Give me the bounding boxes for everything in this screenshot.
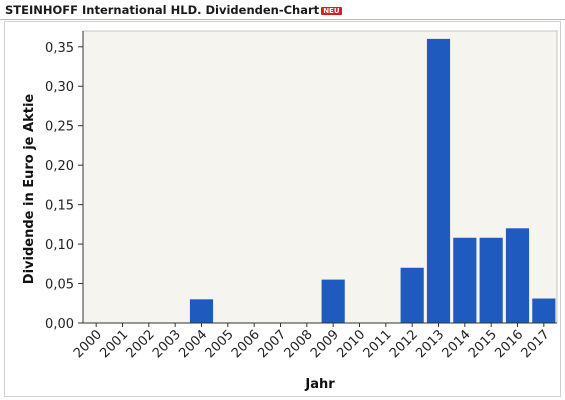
bar-2009 <box>321 279 345 323</box>
bar-2015 <box>479 237 503 323</box>
x-axis-title: Jahr <box>304 377 335 392</box>
x-tick-label: 2001 <box>97 327 131 361</box>
x-tick-label: 2004 <box>176 327 210 361</box>
y-tick-label: 0,20 <box>45 159 74 174</box>
bar-2017 <box>532 298 556 323</box>
bar-2016 <box>505 228 530 323</box>
x-tick-label: 2016 <box>492 327 526 361</box>
y-tick-label: 0,35 <box>45 41 74 56</box>
x-tick-label: 2014 <box>440 327 474 361</box>
x-tick-label: 2010 <box>334 327 368 361</box>
y-axis-title: Dividende in Euro je Aktie <box>22 94 37 285</box>
y-tick-label: 0,25 <box>45 120 74 135</box>
x-axis-ticks: 2000200120022003200420052006200720082009… <box>71 323 553 361</box>
y-tick-label: 0,10 <box>45 238 74 253</box>
y-axis-ticks: 0,00 0,05 0,10 0,15 0,20 0,25 0,30 0,35 <box>45 41 83 332</box>
y-tick-label: 0,05 <box>45 278 74 293</box>
bars <box>189 38 556 323</box>
page-title: STEINHOFF International HLD. Dividenden-… <box>5 3 320 17</box>
header-bar: STEINHOFF International HLD. Dividenden-… <box>0 0 565 20</box>
x-tick-label: 2013 <box>413 327 447 361</box>
x-tick-label: 2002 <box>124 327 158 361</box>
y-tick-label: 0,15 <box>45 199 74 214</box>
new-badge: NEU <box>321 7 342 15</box>
x-tick-label: 2012 <box>387 327 421 361</box>
x-tick-label: 2008 <box>282 327 316 361</box>
x-tick-label: 2011 <box>361 327 395 361</box>
x-tick-label: 2000 <box>71 327 105 361</box>
x-tick-label: 2005 <box>203 327 237 361</box>
y-tick-label: 0,30 <box>45 80 74 95</box>
bar-2013 <box>426 38 451 323</box>
y-tick-label: 0,00 <box>45 317 74 332</box>
x-tick-label: 2007 <box>255 327 289 361</box>
x-tick-label: 2017 <box>519 327 553 361</box>
x-tick-label: 2015 <box>466 327 500 361</box>
x-tick-label: 2006 <box>229 327 263 361</box>
x-tick-label: 2003 <box>150 327 184 361</box>
bar-2012 <box>400 267 424 323</box>
bar-2004 <box>189 299 214 323</box>
x-tick-label: 2009 <box>308 327 342 361</box>
bar-2014 <box>453 237 477 323</box>
chart-header: STEINHOFF International HLD. Dividenden-… <box>5 3 342 17</box>
